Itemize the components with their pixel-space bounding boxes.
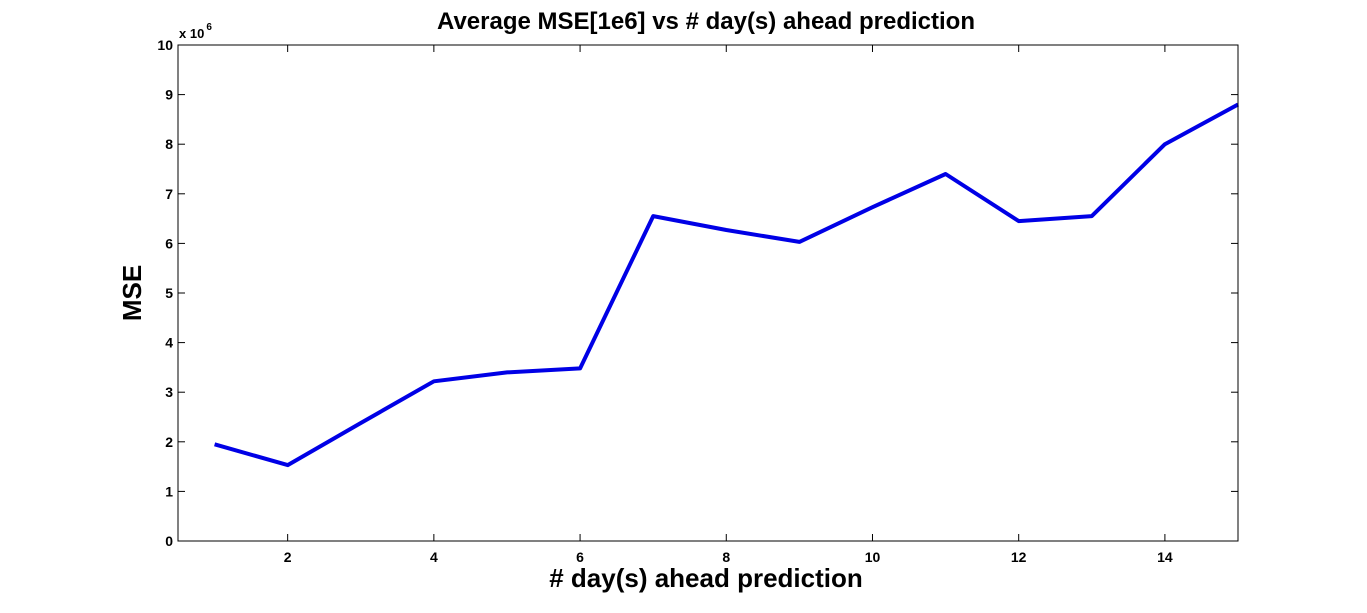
x-tick-label: 2	[284, 549, 292, 565]
y-tick-label: 7	[165, 186, 173, 202]
y-tick-label: 5	[165, 285, 173, 301]
x-tick-label: 14	[1157, 549, 1173, 565]
y-tick-label: 9	[165, 87, 173, 103]
plot-area	[178, 45, 1238, 541]
y-tick-label: 0	[165, 533, 173, 549]
chart-title: Average MSE[1e6] vs # day(s) ahead predi…	[437, 8, 975, 35]
y-tick-label: 4	[165, 335, 173, 351]
y-tick-label: 1	[165, 483, 173, 499]
y-tick-label: 3	[165, 384, 173, 400]
y-tick-label: 8	[165, 136, 173, 152]
y-tick-label: 10	[157, 37, 173, 53]
y-tick-label: 6	[165, 235, 173, 251]
x-axis-label: # day(s) ahead prediction	[549, 563, 863, 593]
x-tick-label: 12	[1011, 549, 1027, 565]
y-exponent-base: x 10	[179, 26, 204, 41]
x-tick-label: 10	[865, 549, 881, 565]
y-axis-label: MSE	[117, 265, 147, 321]
x-tick-label: 4	[430, 549, 438, 565]
y-tick-label: 2	[165, 434, 173, 450]
y-exponent-power: 6	[206, 22, 212, 33]
